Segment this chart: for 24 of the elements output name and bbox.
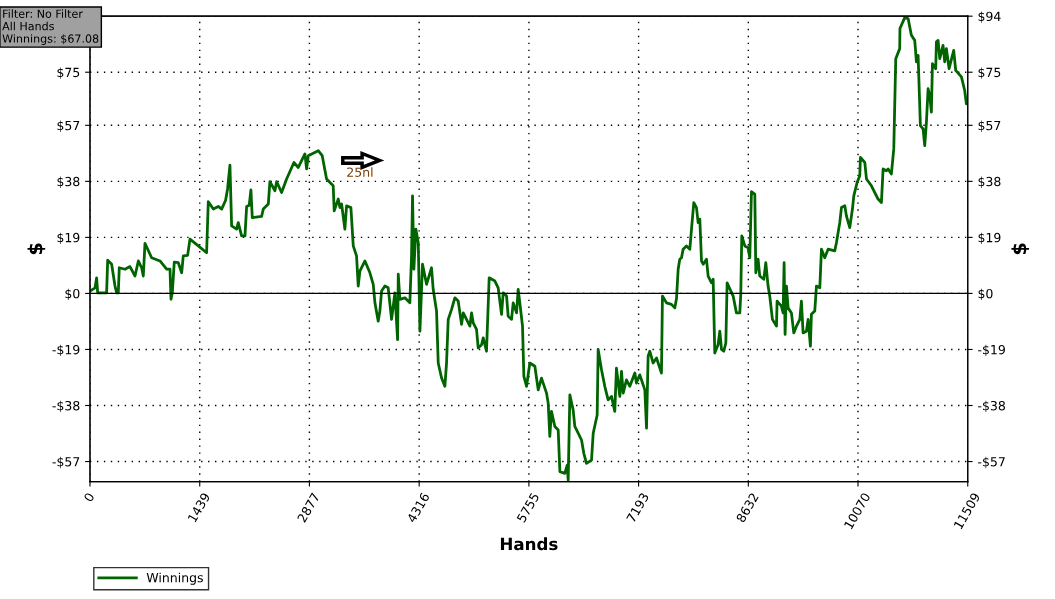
annotation: 25nl — [347, 167, 373, 177]
y-tick-label: $57 — [57, 120, 80, 132]
y2-tick-label: $57 — [978, 120, 1001, 132]
legend-label: Winnings — [146, 572, 203, 585]
y-tick-label: $0 — [65, 288, 80, 301]
y-tick-label: $75 — [57, 67, 80, 79]
y2-tick-label: $19 — [978, 232, 1001, 244]
y2-tick-label: $38 — [978, 176, 1001, 188]
y2-axis-title: $ — [1011, 243, 1030, 255]
annotation: Filter: No Filter All Hands Winnings: $67.08 — [2, 9, 99, 45]
y-tick-label: -$57 — [52, 456, 80, 469]
x-tick-label: 0 — [83, 492, 95, 503]
y2-tick-label: -$38 — [978, 400, 1005, 413]
y2-tick-label: $75 — [978, 67, 1001, 79]
y2-tick-label: -$19 — [978, 344, 1005, 357]
y-axis-title: $ — [27, 243, 46, 255]
y2-tick-label: $94 — [978, 11, 1001, 23]
y-tick-label: $38 — [57, 176, 80, 188]
y-tick-label: $19 — [57, 232, 80, 244]
y2-tick-label: $0 — [978, 288, 993, 301]
y-tick-label: -$38 — [52, 400, 80, 413]
x-axis-title: Hands — [500, 537, 558, 551]
y2-tick-label: -$57 — [978, 456, 1005, 469]
y-tick-label: -$19 — [52, 344, 80, 357]
